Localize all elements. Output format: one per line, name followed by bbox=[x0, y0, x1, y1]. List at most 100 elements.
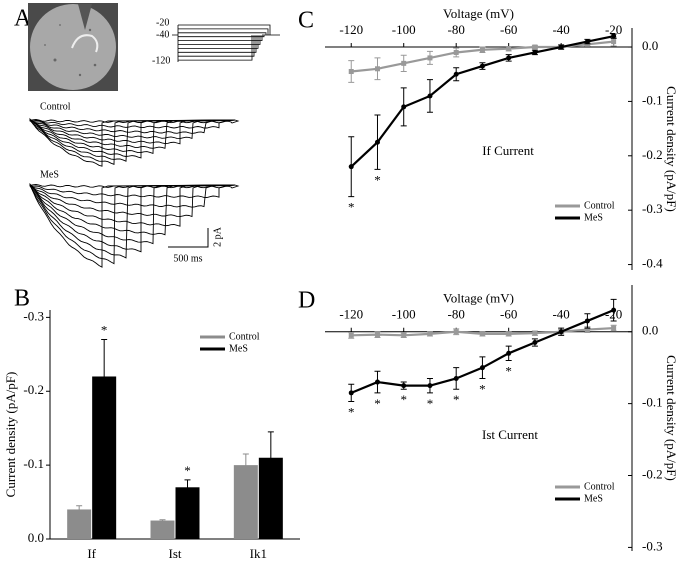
y-tick-label: -0.1 bbox=[23, 456, 44, 471]
marker bbox=[427, 55, 433, 61]
x-tick-label: If bbox=[87, 546, 96, 561]
marker bbox=[611, 307, 617, 313]
panel-label: B bbox=[14, 286, 30, 312]
marker bbox=[479, 47, 485, 53]
trace bbox=[29, 118, 236, 140]
y-tick-label: -0.3 bbox=[23, 308, 44, 323]
y-tick-label: -0.2 bbox=[642, 147, 663, 162]
significance-label: * bbox=[479, 381, 486, 396]
marker bbox=[506, 331, 512, 337]
significance-label: * bbox=[427, 396, 434, 411]
x-tick-label: -80 bbox=[448, 307, 465, 322]
significance-label: * bbox=[453, 392, 460, 407]
marker bbox=[374, 139, 380, 145]
marker bbox=[453, 71, 459, 77]
significance-label: * bbox=[400, 392, 407, 407]
y-tick-label: -0.3 bbox=[642, 538, 663, 553]
protocol-label: -40 bbox=[156, 29, 169, 40]
marker bbox=[453, 329, 459, 335]
panel-label: A bbox=[14, 6, 32, 32]
y-tick-label: -0.1 bbox=[642, 92, 663, 107]
y-axis-label: Current density (pA/pF) bbox=[664, 355, 679, 481]
y-tick-label: -0.2 bbox=[642, 466, 663, 481]
bar bbox=[233, 465, 258, 539]
marker bbox=[427, 383, 433, 389]
trace-label: MeS bbox=[40, 169, 59, 180]
trace bbox=[29, 184, 236, 253]
x-tick-label: -60 bbox=[500, 307, 517, 322]
y-tick-label: 0.0 bbox=[642, 323, 658, 338]
marker bbox=[506, 55, 512, 61]
trace-label: Control bbox=[40, 101, 71, 112]
trace bbox=[29, 119, 236, 134]
marker bbox=[348, 69, 354, 75]
marker bbox=[584, 327, 590, 333]
marker bbox=[348, 390, 354, 396]
chart-title: Ist Current bbox=[482, 427, 538, 442]
legend-label: MeS bbox=[229, 343, 248, 354]
y-tick-label: 0.0 bbox=[28, 530, 44, 545]
chart-title: If Current bbox=[482, 143, 534, 158]
legend-label: MeS bbox=[584, 493, 603, 504]
panel-label: D bbox=[298, 288, 315, 314]
marker bbox=[348, 164, 354, 170]
trace bbox=[29, 119, 236, 159]
scale-label: 500 ms bbox=[173, 253, 202, 264]
micrograph bbox=[28, 3, 118, 91]
trace bbox=[29, 184, 236, 245]
marker bbox=[479, 331, 485, 337]
marker bbox=[584, 318, 590, 324]
legend-label: Control bbox=[229, 331, 260, 342]
x-tick-label: -100 bbox=[392, 22, 416, 37]
bar bbox=[175, 487, 200, 539]
marker bbox=[453, 49, 459, 55]
marker bbox=[374, 66, 380, 72]
significance-label: * bbox=[101, 323, 108, 338]
marker bbox=[479, 365, 485, 371]
x-axis-label: Voltage (mV) bbox=[443, 6, 514, 21]
y-axis-label: Current density (pA/pF) bbox=[664, 86, 679, 212]
marker bbox=[401, 332, 407, 338]
protocol-steps bbox=[172, 24, 280, 62]
x-tick-label: Ik1 bbox=[250, 546, 267, 561]
significance-label: * bbox=[348, 200, 355, 215]
error-bar bbox=[184, 479, 191, 495]
trace bbox=[29, 184, 236, 259]
y-tick-label: -0.2 bbox=[23, 382, 44, 397]
x-tick-label: -40 bbox=[552, 22, 569, 37]
trace bbox=[29, 119, 236, 162]
legend-label: Control bbox=[584, 481, 615, 492]
bar bbox=[67, 509, 92, 539]
series-line bbox=[350, 309, 615, 394]
marker bbox=[401, 383, 407, 389]
significance-label: * bbox=[374, 396, 381, 411]
current-traces bbox=[29, 117, 240, 268]
x-tick-label: -120 bbox=[339, 307, 363, 322]
trace bbox=[29, 183, 236, 236]
x-tick-label: -20 bbox=[605, 22, 622, 37]
x-tick-label: -80 bbox=[448, 22, 465, 37]
y-tick-label: -0.3 bbox=[642, 201, 663, 216]
legend-label: MeS bbox=[584, 212, 603, 223]
marker bbox=[611, 325, 617, 331]
y-tick-label: 0.0 bbox=[642, 38, 658, 53]
marker bbox=[584, 39, 590, 45]
protocol-label: -20 bbox=[156, 17, 169, 28]
x-tick-label: -120 bbox=[339, 22, 363, 37]
trace bbox=[29, 183, 236, 227]
trace bbox=[29, 184, 236, 268]
trace bbox=[29, 118, 236, 149]
marker bbox=[532, 49, 538, 55]
marker bbox=[374, 379, 380, 385]
legend-label: Control bbox=[584, 200, 615, 211]
bar bbox=[150, 520, 175, 539]
marker bbox=[532, 340, 538, 346]
voltage-protocol bbox=[172, 24, 280, 62]
y-tick-label: -0.1 bbox=[642, 395, 663, 410]
marker bbox=[558, 44, 564, 50]
marker bbox=[611, 33, 617, 39]
marker bbox=[374, 332, 380, 338]
marker bbox=[506, 46, 512, 52]
error-bar bbox=[159, 519, 166, 522]
